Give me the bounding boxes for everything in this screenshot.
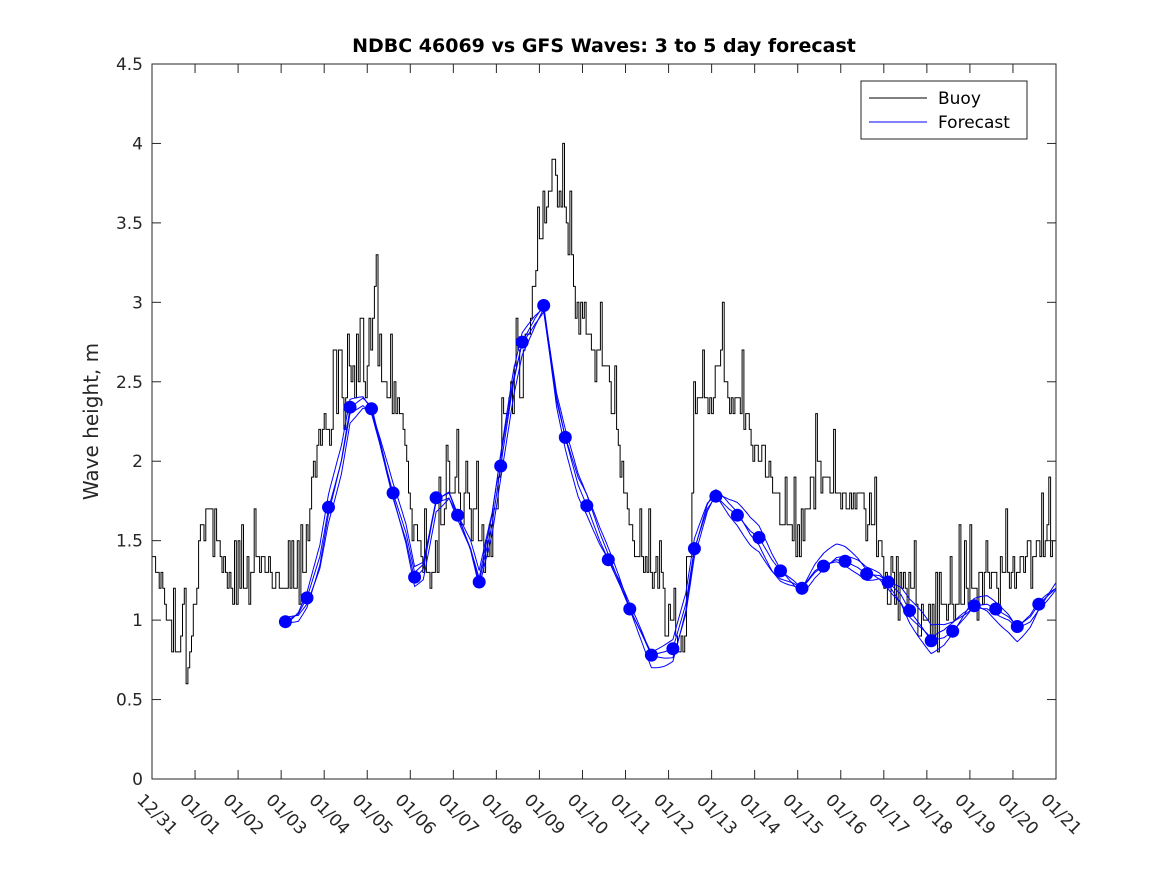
- legend-box: [860, 80, 1028, 140]
- y-tick-label: 2: [132, 452, 143, 472]
- forecast-marker: [623, 602, 637, 616]
- forecast-marker: [1010, 620, 1024, 633]
- plot-area: [152, 64, 1056, 779]
- forecast-marker: [365, 402, 378, 416]
- forecast-marker: [322, 500, 335, 514]
- forecast-marker: [558, 430, 572, 444]
- forecast-markers: [278, 299, 1046, 662]
- forecast-marker: [537, 299, 551, 312]
- forecast-marker: [343, 400, 357, 414]
- chart-title: NDBC 46069 vs GFS Waves: 3 to 5 day fore…: [352, 35, 856, 57]
- forecast-marker: [752, 531, 766, 544]
- y-axis-label: Wave height, m: [79, 343, 103, 500]
- y-tick-label: 0.5: [116, 691, 143, 711]
- forecast-marker: [903, 604, 917, 618]
- forecast-marker: [838, 554, 852, 568]
- forecast-marker: [881, 575, 895, 589]
- y-tick-label: 3.5: [116, 214, 143, 234]
- forecast-marker: [644, 648, 658, 662]
- forecast-marker: [300, 591, 314, 605]
- axes-box: [151, 63, 1057, 780]
- forecast-marker: [278, 615, 292, 629]
- forecast-marker: [472, 575, 486, 589]
- y-tick-label: 4.5: [116, 55, 143, 75]
- y-tick-label: 3: [132, 293, 143, 313]
- forecast-marker: [408, 570, 422, 584]
- y-tick-label: 0: [132, 770, 143, 790]
- y-tick-label: 1: [132, 611, 143, 631]
- forecast-marker: [580, 499, 594, 513]
- forecast-marker: [666, 642, 680, 656]
- forecast-marker: [687, 542, 701, 556]
- forecast-marker: [515, 335, 529, 349]
- buoy-series-line: [152, 142, 1056, 685]
- forecast-marker: [1032, 597, 1046, 611]
- forecast-marker: [709, 489, 723, 503]
- forecast-marker: [774, 564, 787, 578]
- y-tick-label: 4: [132, 134, 143, 154]
- legend: Buoy Forecast: [860, 80, 1028, 140]
- forecast-marker: [386, 486, 400, 500]
- y-tick-label: 1.5: [116, 532, 143, 552]
- forecast-marker: [860, 567, 874, 581]
- forecast-marker: [429, 491, 443, 505]
- forecast-marker: [989, 602, 1003, 616]
- forecast-marker: [924, 634, 938, 648]
- forecast-marker: [946, 624, 960, 638]
- forecast-marker: [817, 559, 830, 573]
- forecast-marker: [494, 459, 508, 473]
- forecast-marker: [601, 553, 615, 567]
- forecast-marker: [730, 508, 744, 522]
- y-tick-label: 2.5: [116, 373, 143, 393]
- forecast-series-line: [285, 307, 1057, 659]
- legend-label-forecast: Forecast: [938, 113, 1010, 133]
- legend-label-buoy: Buoy: [938, 89, 981, 109]
- forecast-marker: [967, 599, 981, 613]
- forecast-marker: [451, 508, 465, 522]
- forecast-marker: [795, 581, 809, 595]
